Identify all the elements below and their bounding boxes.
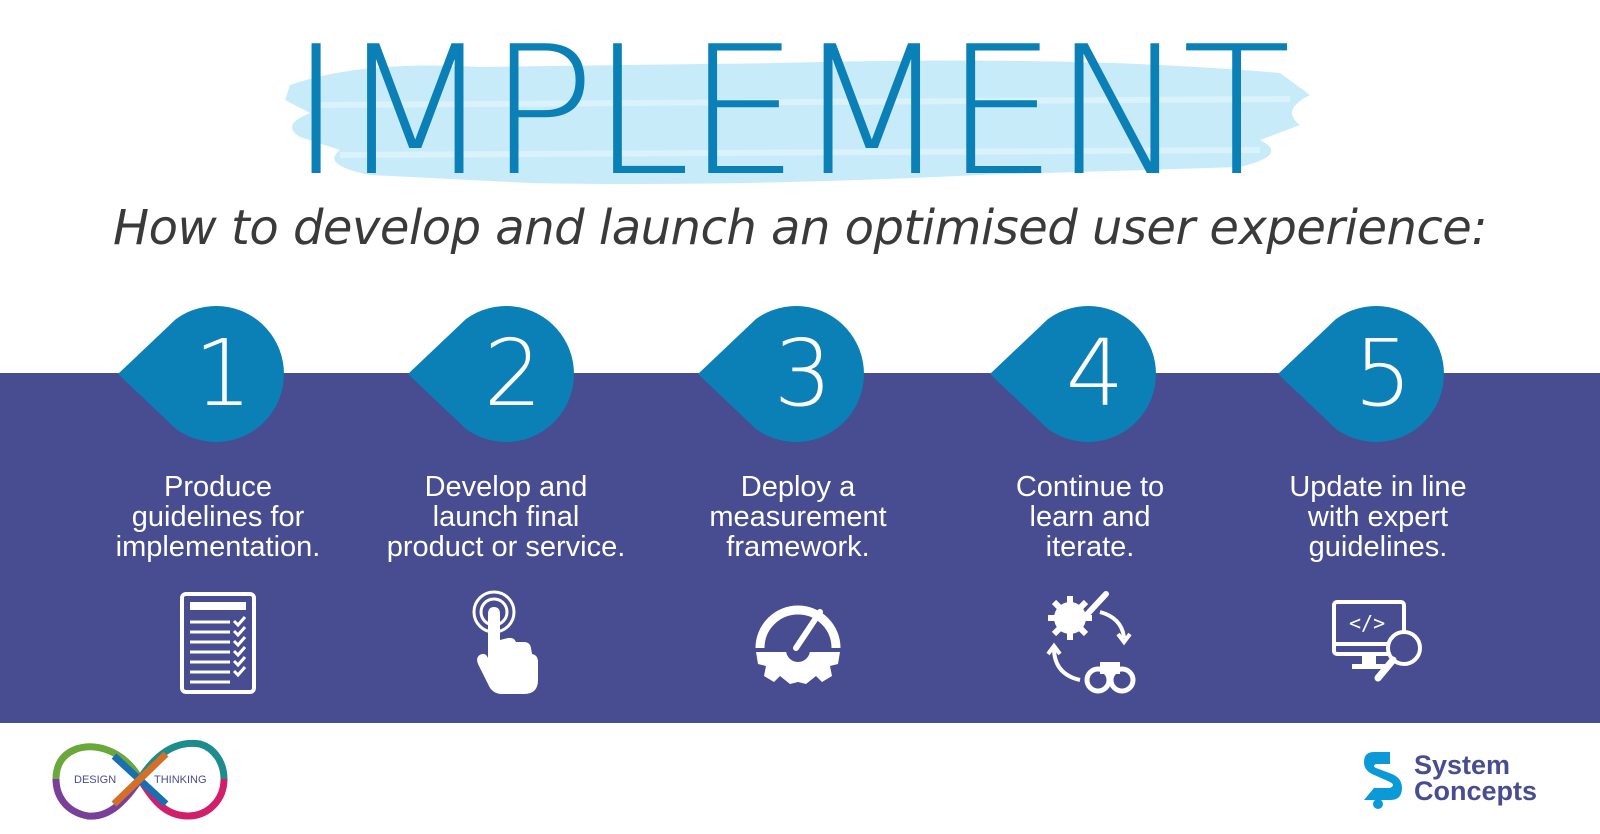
step-marker-5: 5: [1278, 306, 1448, 442]
step-marker-3: 3: [698, 306, 868, 442]
svg-text:</>: </>: [1349, 611, 1385, 635]
brush-stroke-decoration: [285, 60, 1310, 184]
checklist-icon: [180, 592, 256, 694]
step-number: 3: [773, 320, 833, 427]
step-label-4: Continue to learn and iterate.: [1015, 471, 1165, 563]
step-label-3: Deploy a measurement framework.: [709, 471, 887, 563]
design-thinking-logo: DESIGN THINKING: [52, 739, 228, 820]
step-number: 5: [1353, 320, 1413, 427]
system-concepts-logo-mark: [1364, 752, 1402, 809]
page-subtitle: How to develop and launch an optimised u…: [113, 200, 1487, 256]
gauge-gear-icon: [755, 605, 841, 684]
step-label-1: Produce guidelines for implementation.: [115, 471, 321, 563]
company-name: System Concepts: [1414, 750, 1538, 806]
page-title: IMPLEMENT: [290, 8, 1291, 215]
touch-hand-icon: [472, 590, 538, 694]
step-number: 4: [1065, 320, 1125, 427]
step-marker-2: 2: [408, 306, 578, 442]
step-label-2: Develop and launch final product or servic…: [386, 471, 626, 563]
design-word: DESIGN: [74, 774, 116, 786]
step-label-5: Update in line with expert guidelines.: [1289, 471, 1467, 563]
step-marker-1: 1: [118, 306, 288, 442]
step-marker-4: 4: [990, 306, 1160, 442]
cycle-binoculars-icon: [1046, 591, 1136, 694]
step-number: 1: [193, 320, 253, 427]
thinking-word: THINKING: [154, 774, 207, 786]
code-monitor-magnifier-icon: </>: [1332, 600, 1422, 682]
step-number: 2: [483, 320, 543, 427]
